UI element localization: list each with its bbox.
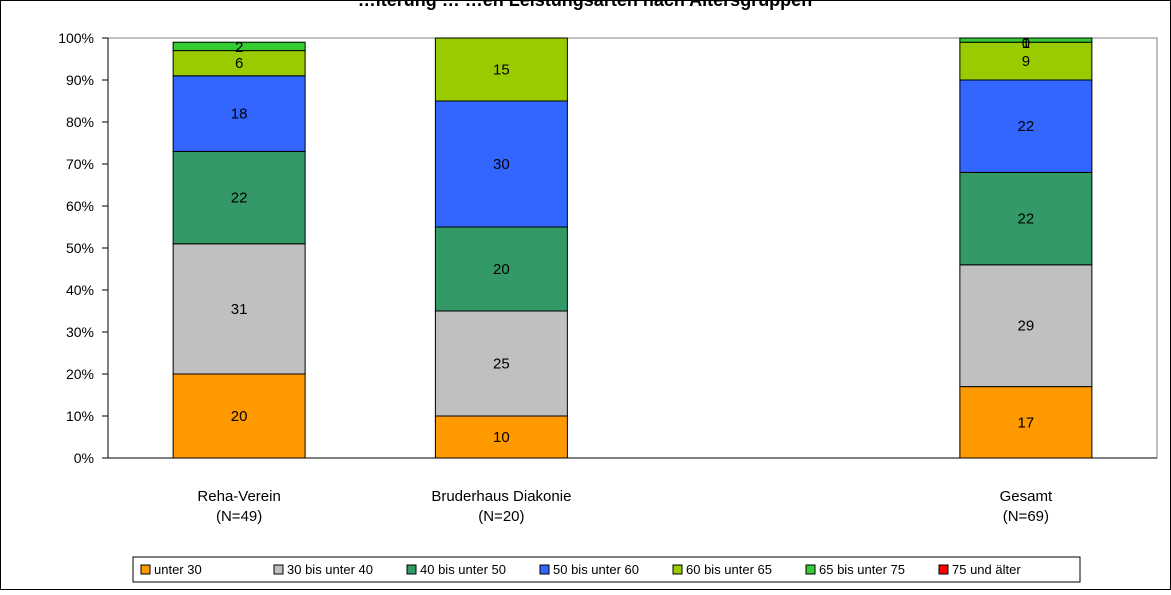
- bar-segment: [959, 386, 1093, 459]
- legend-swatch: [539, 564, 550, 575]
- y-tick-label: 60%: [66, 198, 94, 214]
- y-tick-label: 90%: [66, 72, 94, 88]
- legend-label: 65 bis unter 75: [819, 562, 905, 577]
- bar-data-label: 30: [493, 156, 510, 173]
- bar-segment: [434, 100, 568, 228]
- bar-segment: [172, 373, 306, 459]
- x-category-label: Reha-Verein: [197, 488, 280, 505]
- bar-data-label: 17: [1018, 414, 1035, 431]
- bar-segment: [434, 226, 568, 312]
- bar-data-label: 0: [1022, 35, 1030, 52]
- legend-label: 75 und älter: [952, 562, 1021, 577]
- plot-area: 0%10%20%30%40%50%60%70%80%90%100%2031221…: [58, 30, 1158, 525]
- bar-segment: [434, 310, 568, 417]
- bar-data-label: 20: [231, 408, 248, 425]
- legend-label: unter 30: [154, 562, 202, 577]
- y-tick-label: 20%: [66, 366, 94, 382]
- legend-label: 60 bis unter 65: [686, 562, 772, 577]
- bar-data-label: 20: [493, 261, 510, 278]
- bar-data-label: 6: [235, 55, 243, 72]
- legend-swatch: [672, 564, 683, 575]
- bar-data-label: 15: [493, 62, 510, 79]
- x-category-label: Gesamt: [1000, 488, 1053, 505]
- y-tick-label: 80%: [66, 114, 94, 130]
- y-tick-label: 30%: [66, 324, 94, 340]
- y-tick-label: 50%: [66, 240, 94, 256]
- y-tick-label: 40%: [66, 282, 94, 298]
- legend-label: 40 bis unter 50: [420, 562, 506, 577]
- bar-segment: [172, 50, 306, 77]
- y-tick-label: 0%: [74, 450, 94, 466]
- bar-data-label: 10: [493, 429, 510, 446]
- bar-data-label: 9: [1022, 53, 1030, 70]
- legend-box: [132, 556, 1081, 583]
- bar-data-label: 22: [231, 190, 248, 207]
- legend-swatch: [938, 564, 949, 575]
- bar-data-label: 1: [1022, 35, 1030, 52]
- bar-segment: [959, 171, 1093, 266]
- bar-segment: [172, 75, 306, 152]
- bar-data-label: 29: [1018, 318, 1035, 335]
- bar-segment: [434, 415, 568, 459]
- x-category-sublabel: (N=49): [216, 508, 262, 525]
- y-tick-label: 70%: [66, 156, 94, 172]
- bar-segment: [434, 37, 568, 102]
- bar-data-label: 25: [493, 356, 510, 373]
- chart-title: …lterung … …en Leistungsarten nach Alter…: [358, 0, 812, 10]
- bar-data-label: 22: [1018, 118, 1035, 135]
- x-category-label: Bruderhaus Diakonie: [431, 488, 571, 505]
- legend-swatch: [273, 564, 284, 575]
- legend-swatch: [140, 564, 151, 575]
- bar-data-label: 31: [231, 301, 248, 318]
- legend-swatch: [805, 564, 816, 575]
- bar-segment: [959, 37, 1093, 43]
- bar-segment: [172, 150, 306, 245]
- bar-data-label: 18: [231, 106, 248, 123]
- bar-data-label: 22: [1018, 211, 1035, 228]
- legend: unter 30 30 bis unter 40 40 bis unter 50 50…: [132, 556, 1081, 583]
- legend-label: 50 bis unter 60: [553, 562, 639, 577]
- bar-segment: [172, 243, 306, 375]
- legend-swatch: [406, 564, 417, 575]
- bar-segment: [959, 41, 1093, 81]
- bar-data-label: 2: [235, 39, 243, 56]
- y-tick-label: 100%: [58, 30, 94, 46]
- y-tick-label: 10%: [66, 408, 94, 424]
- bar-segment: [959, 264, 1093, 388]
- x-category-sublabel: (N=20): [478, 508, 524, 525]
- x-category-sublabel: (N=69): [1003, 508, 1049, 525]
- legend-label: 30 bis unter 40: [287, 562, 373, 577]
- bar-segment: [172, 41, 306, 52]
